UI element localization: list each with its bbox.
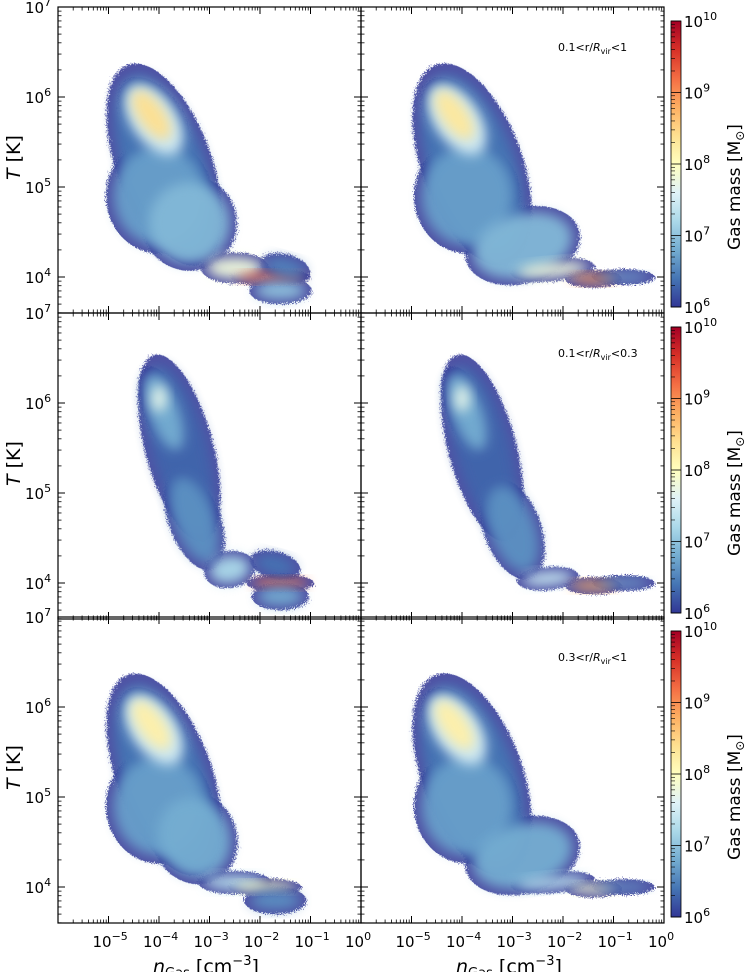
colorbar-tick-label: 1010	[684, 10, 717, 31]
y-tick-label: 105	[25, 482, 51, 503]
x-axis-label: nGas [cm−3]	[456, 954, 562, 972]
density-blob	[257, 587, 303, 606]
panel-r1-c2: 0.1<r/Rvir<1	[360, 6, 665, 314]
x-tick-label: 10−5	[396, 930, 431, 951]
x-axis-label: nGas [cm−3]	[153, 954, 259, 972]
colorbar-label: Gas mass [M⊙]	[725, 430, 747, 556]
panel-r3-c1: 104 105 106 107 T [K]	[3, 606, 362, 924]
y-tick-label: 107	[25, 302, 51, 323]
density-blob	[209, 555, 250, 584]
colorbar-tick-label: 107	[684, 531, 710, 552]
density-blob	[252, 578, 308, 588]
density-blob	[473, 212, 573, 279]
density-blob	[249, 891, 301, 910]
colorbar-label: Gas mass [M⊙]	[725, 124, 747, 250]
density-blob	[234, 882, 296, 892]
colorbar-tick-label: 1010	[684, 316, 717, 337]
colorbar-tick-label: 109	[684, 692, 710, 713]
colorbar-tick-label: 106	[684, 296, 710, 317]
colorbar-tick-label: 107	[684, 225, 710, 246]
density-blob	[131, 90, 172, 140]
density-blob	[206, 257, 263, 279]
density-blob	[522, 570, 574, 587]
panel-r2-c1: 104 105 106 107 T [K]	[3, 302, 362, 620]
panel-r1-c1: 104 105 106 107 T [K]	[3, 0, 362, 314]
density-blob	[169, 477, 219, 563]
density-blob	[473, 822, 573, 889]
density-blob	[598, 579, 649, 587]
colorbar-tick-label: 107	[684, 835, 710, 856]
x-tick-label: 10−3	[497, 930, 532, 951]
x-tick-label: 10−2	[244, 930, 279, 951]
x-tick-label: 10−1	[598, 930, 633, 951]
y-tick-label: 104	[25, 266, 51, 287]
x-tick-label: 100	[648, 930, 674, 951]
density-blob	[434, 90, 475, 140]
panel-r3-c2: 0.3<r/Rvir<1	[360, 616, 665, 924]
x-tick-label: 10−3	[194, 930, 229, 951]
colorbar-tick-label: 109	[684, 388, 710, 409]
radius-annotation: 0.3<r/Rvir<1	[558, 651, 627, 666]
colorbar-tick-label: 106	[684, 906, 710, 927]
density-blob	[255, 554, 295, 576]
y-tick-label: 106	[25, 392, 51, 413]
density-blob	[517, 261, 589, 278]
x-tick-label: 10−1	[295, 930, 330, 951]
colorbar-r2: 106 107 108 109 1010 Gas mass [M⊙]	[670, 316, 747, 623]
density-blob	[486, 486, 539, 572]
y-tick-label: 106	[25, 86, 51, 107]
density-blob	[265, 257, 305, 279]
y-axis-label: T [K]	[3, 135, 25, 180]
radius-annotation: 0.1<r/Rvir<1	[558, 41, 627, 56]
density-blob	[454, 385, 470, 412]
colorbar-tick-label: 109	[684, 82, 710, 103]
radius-annotation: 0.1<r/Rvir<0.3	[558, 347, 638, 362]
colorbar-tick-label: 108	[684, 153, 710, 174]
density-blob	[158, 797, 231, 878]
colorbar-tick-label: 1010	[684, 620, 717, 641]
colorbar-label: Gas mass [M⊙]	[725, 734, 747, 860]
density-blob	[421, 756, 513, 856]
x-axis: 10−5 10−4 10−3 10−2 10−1 100 nGas [cm−3] 10−5 10…	[93, 930, 675, 972]
density-blob	[131, 700, 172, 750]
y-axis-label: T [K]	[3, 745, 25, 790]
density-blob	[598, 273, 649, 281]
colorbar-r1: 106 107 108 109 1010 Gas mass [M⊙]	[670, 10, 747, 317]
y-axis-label: T [K]	[3, 441, 25, 486]
x-tick-label: 10−4	[143, 930, 178, 951]
density-blob	[434, 700, 475, 750]
y-tick-label: 107	[25, 0, 51, 17]
y-tick-label: 104	[25, 572, 51, 593]
x-tick-label: 10−4	[446, 930, 481, 951]
y-tick-label: 105	[25, 176, 51, 197]
y-tick-label: 104	[25, 876, 51, 897]
y-tick-label: 107	[25, 606, 51, 627]
x-tick-label: 10−2	[547, 930, 582, 951]
density-blob	[517, 875, 589, 890]
x-tick-label: 10−5	[93, 930, 128, 951]
density-blob	[421, 146, 513, 246]
colorbar-tick-label: 106	[684, 602, 710, 623]
density-blob	[151, 385, 167, 412]
density-blob	[148, 182, 230, 264]
x-tick-label: 100	[345, 930, 371, 951]
colorbar-tick-label: 108	[684, 763, 710, 784]
y-tick-label: 106	[25, 696, 51, 717]
colorbar-tick-label: 108	[684, 459, 710, 480]
density-blob	[598, 883, 649, 891]
colorbar-r3: 106 107 108 109 1010 Gas mass [M⊙]	[670, 620, 747, 927]
y-tick-label: 105	[25, 786, 51, 807]
density-blob	[254, 281, 306, 300]
panel-r2-c2: 0.1<r/Rvir<0.3	[360, 312, 665, 620]
